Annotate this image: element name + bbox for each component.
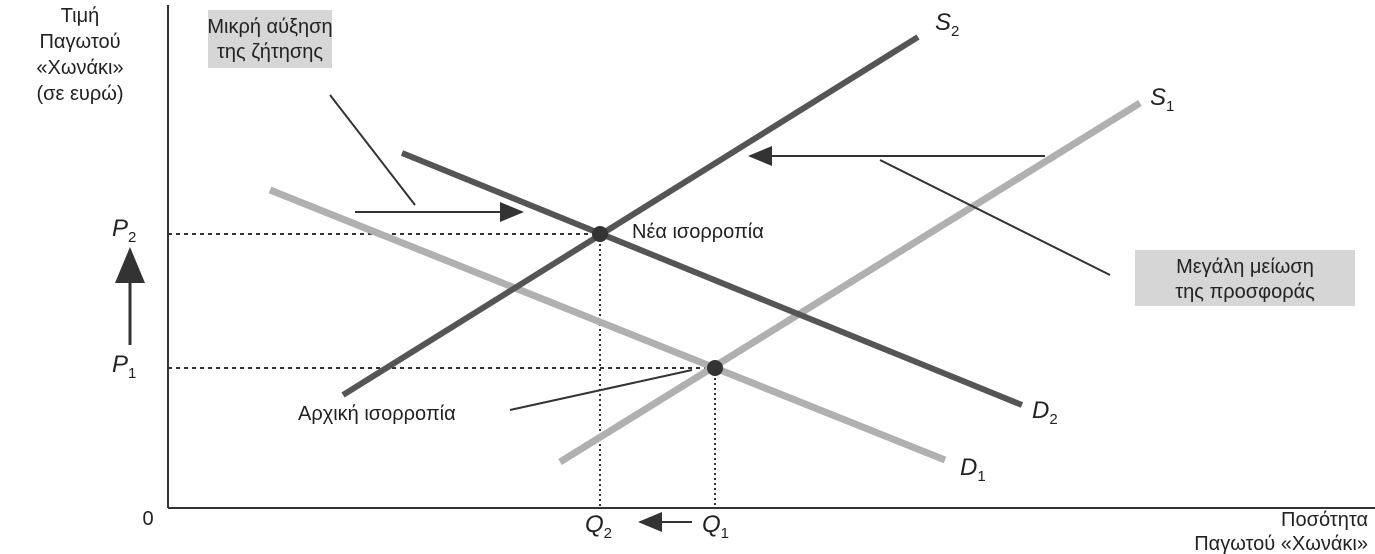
quantity-label: Q2 <box>585 511 612 542</box>
new-equilibrium-label: Νέα ισορροπία <box>632 221 764 243</box>
demand-curve-1 <box>268 186 947 464</box>
price-label: P1 <box>112 351 136 382</box>
demand-curve-2 <box>400 150 1024 408</box>
pointer <box>879 159 1111 276</box>
supply-note-box <box>1135 250 1355 306</box>
new-equilibrium-point <box>592 226 608 242</box>
origin-label: 0 <box>142 508 153 530</box>
y-axis-label: «Χωνάκι» <box>36 57 123 79</box>
demand-note-box <box>208 10 332 68</box>
curve-label: D2 <box>1032 397 1058 428</box>
pointer <box>509 369 693 411</box>
initial-equilibrium-label: Αρχική ισορροπία <box>298 403 456 425</box>
price-label: P2 <box>112 215 136 246</box>
y-axis-label: Τιμή <box>61 5 100 27</box>
pointer <box>329 94 416 206</box>
y-axis-label: Παγωτού <box>39 31 120 53</box>
supply-curve-1 <box>558 100 1142 465</box>
x-axis-label: Ποσότητα <box>1281 509 1368 531</box>
quantity-label: Q1 <box>702 511 729 542</box>
curve-label: S1 <box>1150 84 1174 115</box>
demand-note: Μικρή αύξηση <box>207 16 332 38</box>
curve-label: S2 <box>935 9 959 40</box>
x-axis-label: Παγωτού «Χωνάκι» <box>1194 533 1368 554</box>
curve-label: D1 <box>960 454 986 485</box>
supply-note: Μεγάλη μείωση <box>1176 256 1314 278</box>
guides <box>168 233 716 508</box>
initial-equilibrium-point <box>707 360 723 376</box>
y-axis-label: (σε ευρώ) <box>37 83 124 105</box>
supply-note: της προσφοράς <box>1175 281 1315 303</box>
supply-curve-2 <box>341 34 920 398</box>
demand-note: της ζήτησης <box>217 41 323 63</box>
